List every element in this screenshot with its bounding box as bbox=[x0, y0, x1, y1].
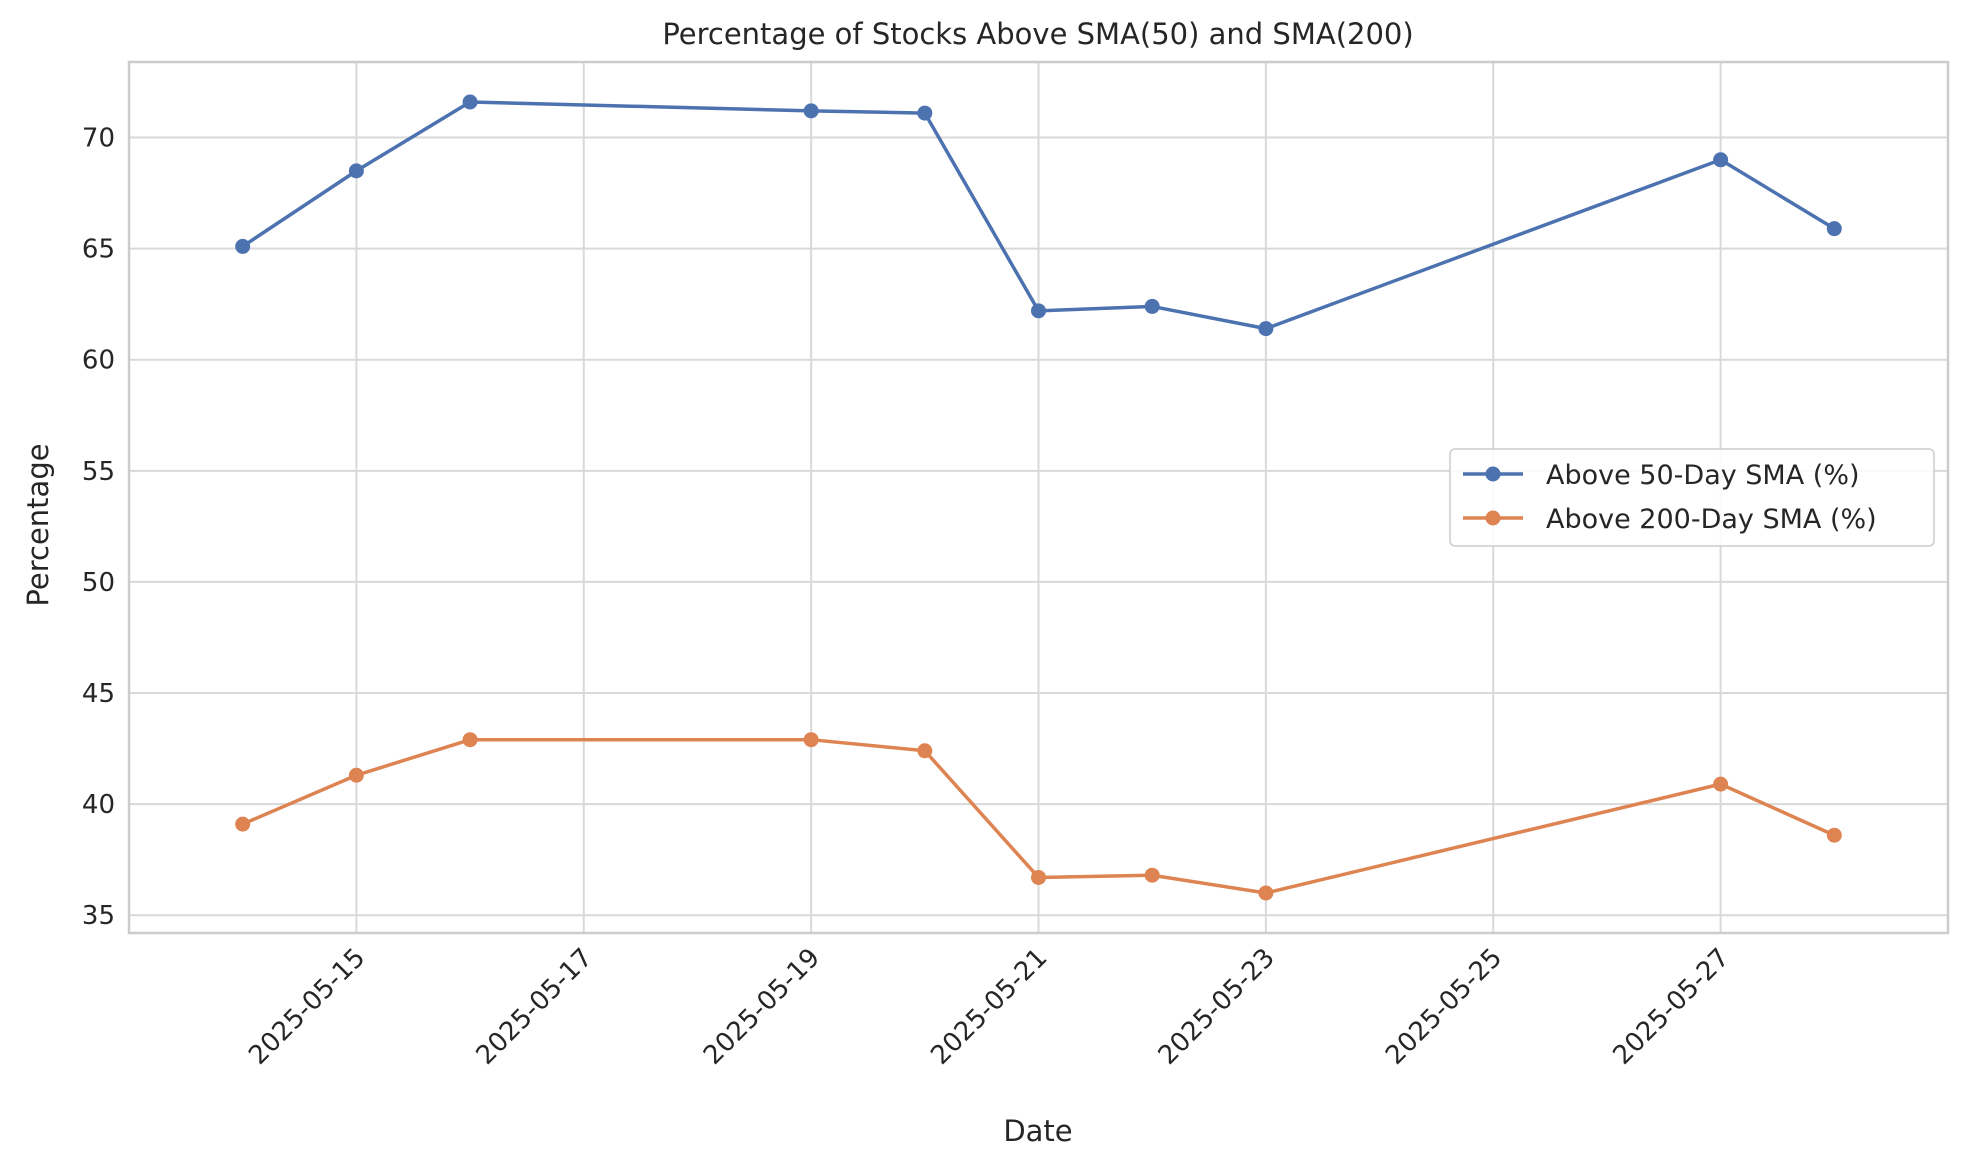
data-point bbox=[1031, 869, 1046, 885]
data-point bbox=[917, 105, 933, 121]
data-point bbox=[1258, 885, 1274, 901]
legend-label-above-50-day: Above 50-Day SMA (%) bbox=[1546, 460, 1860, 491]
y-tick-label: 60 bbox=[82, 346, 115, 376]
data-point bbox=[1144, 298, 1160, 314]
series-0 bbox=[235, 94, 1842, 337]
y-tick-label: 55 bbox=[82, 457, 115, 487]
y-tick-label: 45 bbox=[82, 679, 115, 709]
series-line bbox=[240, 100, 1837, 331]
data-point bbox=[1713, 152, 1729, 168]
data-point bbox=[1031, 303, 1046, 319]
grid bbox=[129, 62, 1948, 933]
legend-marker-above-200-day bbox=[1485, 510, 1501, 526]
data-point bbox=[462, 94, 478, 110]
data-point bbox=[917, 743, 933, 759]
series-layer bbox=[235, 94, 1842, 901]
data-point bbox=[235, 816, 251, 832]
data-point bbox=[1144, 867, 1160, 883]
y-tick-label: 40 bbox=[82, 790, 115, 820]
y-tick-label: 70 bbox=[82, 124, 115, 154]
data-point bbox=[348, 767, 364, 783]
data-point bbox=[235, 238, 251, 254]
y-tick-label: 65 bbox=[82, 235, 115, 265]
legend-marker-above-50-day bbox=[1485, 466, 1501, 482]
legend-label-above-200-day: Above 200-Day SMA (%) bbox=[1546, 504, 1877, 535]
legend: Above 50-Day SMA (%) Above 200-Day SMA (… bbox=[1449, 448, 1935, 547]
data-point bbox=[1826, 221, 1842, 237]
chart-title: Percentage of Stocks Above SMA(50) and S… bbox=[662, 17, 1413, 51]
y-tick-label: 35 bbox=[82, 901, 115, 931]
data-point bbox=[803, 732, 819, 748]
series-1 bbox=[235, 732, 1842, 901]
legend-box bbox=[1449, 448, 1935, 547]
data-point bbox=[462, 732, 478, 748]
data-point bbox=[1713, 776, 1729, 792]
y-tick-label: 50 bbox=[82, 568, 115, 598]
y-axis-label: Percentage bbox=[21, 443, 55, 606]
x-axis-label: Date bbox=[1003, 1114, 1072, 1148]
data-point bbox=[348, 163, 364, 179]
plot-frame bbox=[127, 60, 1950, 935]
data-point bbox=[803, 103, 819, 119]
data-point bbox=[1258, 321, 1274, 337]
series-line bbox=[240, 737, 1837, 895]
data-point bbox=[1826, 827, 1842, 843]
